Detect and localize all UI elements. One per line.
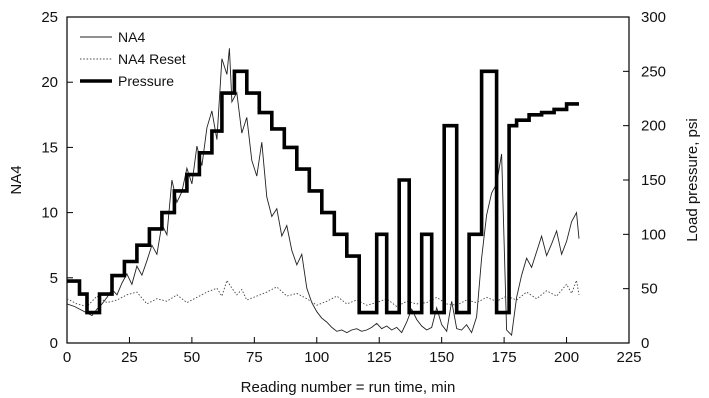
x-tick-label: 75 [246, 349, 263, 366]
y2-tick-label: 100 [641, 226, 666, 243]
x-tick-label: 225 [616, 349, 641, 366]
y2-tick-label: 250 [641, 63, 666, 80]
y-tick-label: 25 [41, 9, 58, 26]
y2-axis-label: Load pressure, psi [684, 118, 701, 241]
y2-tick-label: 300 [641, 9, 666, 26]
x-tick-label: 100 [304, 349, 329, 366]
series-layer [66, 48, 580, 337]
legend-label-pressure: Pressure [118, 73, 174, 89]
x-tick-label: 200 [554, 349, 579, 366]
y2-tick-label: 150 [641, 172, 666, 189]
y-tick-label: 15 [41, 139, 58, 156]
y-axis-label: NA4 [8, 165, 25, 194]
legend-label-na4-reset: NA4 Reset [118, 51, 186, 67]
x-tick-label: 50 [184, 349, 201, 366]
y2-tick-label: 0 [641, 335, 649, 352]
x-tick-label: 150 [429, 349, 454, 366]
y-tick-label: 0 [50, 335, 58, 352]
x-tick-label: 0 [63, 349, 71, 366]
y-tick-label: 20 [41, 74, 58, 91]
y2-tick-label: 200 [641, 118, 666, 135]
x-tick-label: 175 [492, 349, 517, 366]
ticks: 0 25 50 75 100 125 150 175 200 225051015202505010… [41, 9, 666, 366]
series-line-pressure [67, 69, 579, 315]
legend-label-na4: NA4 [118, 29, 145, 45]
legend: NA4 NA4 Reset Pressure [80, 29, 186, 89]
y-tick-label: 10 [41, 205, 58, 222]
y-tick-label: 5 [50, 270, 58, 287]
x-tick-label: 125 [367, 349, 392, 366]
x-axis-label: Reading number = run time, min [241, 379, 456, 396]
y2-tick-label: 50 [641, 281, 658, 298]
x-tick-label: 25 [121, 349, 138, 366]
series-line-na4-reset [66, 278, 580, 308]
